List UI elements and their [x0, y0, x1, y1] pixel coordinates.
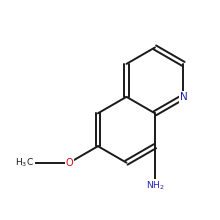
Text: N: N — [180, 92, 187, 102]
Text: O: O — [66, 158, 73, 168]
Text: NH$_2$: NH$_2$ — [146, 179, 164, 192]
Text: H$_3$C: H$_3$C — [15, 156, 34, 169]
